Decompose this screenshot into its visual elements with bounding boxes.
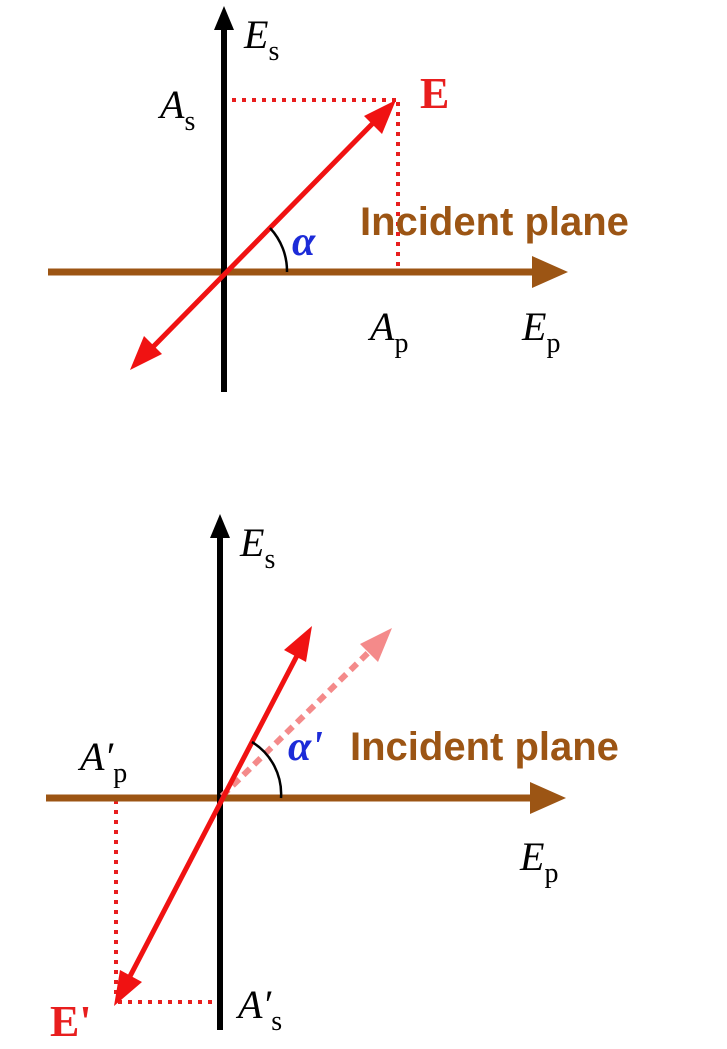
bottom-angle-arc (251, 740, 283, 799)
bottom-angle-label: α' (288, 724, 323, 770)
top-diagram: Es As E Incident plane α Ap Ep (48, 6, 629, 392)
bottom-vertical-component-label: A′s (235, 982, 282, 1037)
top-vertical-axis-label: Es (243, 12, 279, 67)
bottom-horizontal-component-label: A′p (77, 734, 127, 789)
top-horizontal-axis-label: Ep (521, 304, 560, 359)
bottom-horizontal-axis-label: Ep (519, 834, 558, 889)
bottom-horizontal-axis (46, 782, 566, 814)
top-horizontal-component-label: Ap (367, 304, 408, 359)
top-field-vector (130, 100, 396, 370)
bottom-diagram: Es A′p α' Incident plane Ep E' A′s (46, 514, 619, 1046)
top-horizontal-axis (48, 256, 568, 288)
top-angle-arc (269, 227, 289, 273)
top-vector-label: E (420, 69, 449, 118)
top-plane-label: Incident plane (360, 200, 629, 244)
bottom-ghost-vector (219, 628, 392, 799)
bottom-vertical-axis (210, 514, 230, 1030)
bottom-vertical-axis-label: Es (239, 520, 275, 575)
top-vertical-component-label: As (157, 82, 195, 137)
bottom-plane-label: Incident plane (350, 725, 619, 769)
top-angle-label: α (292, 219, 316, 265)
bottom-field-vector (114, 626, 312, 1006)
bottom-vector-label: E' (50, 997, 92, 1046)
top-vertical-axis (214, 6, 234, 392)
